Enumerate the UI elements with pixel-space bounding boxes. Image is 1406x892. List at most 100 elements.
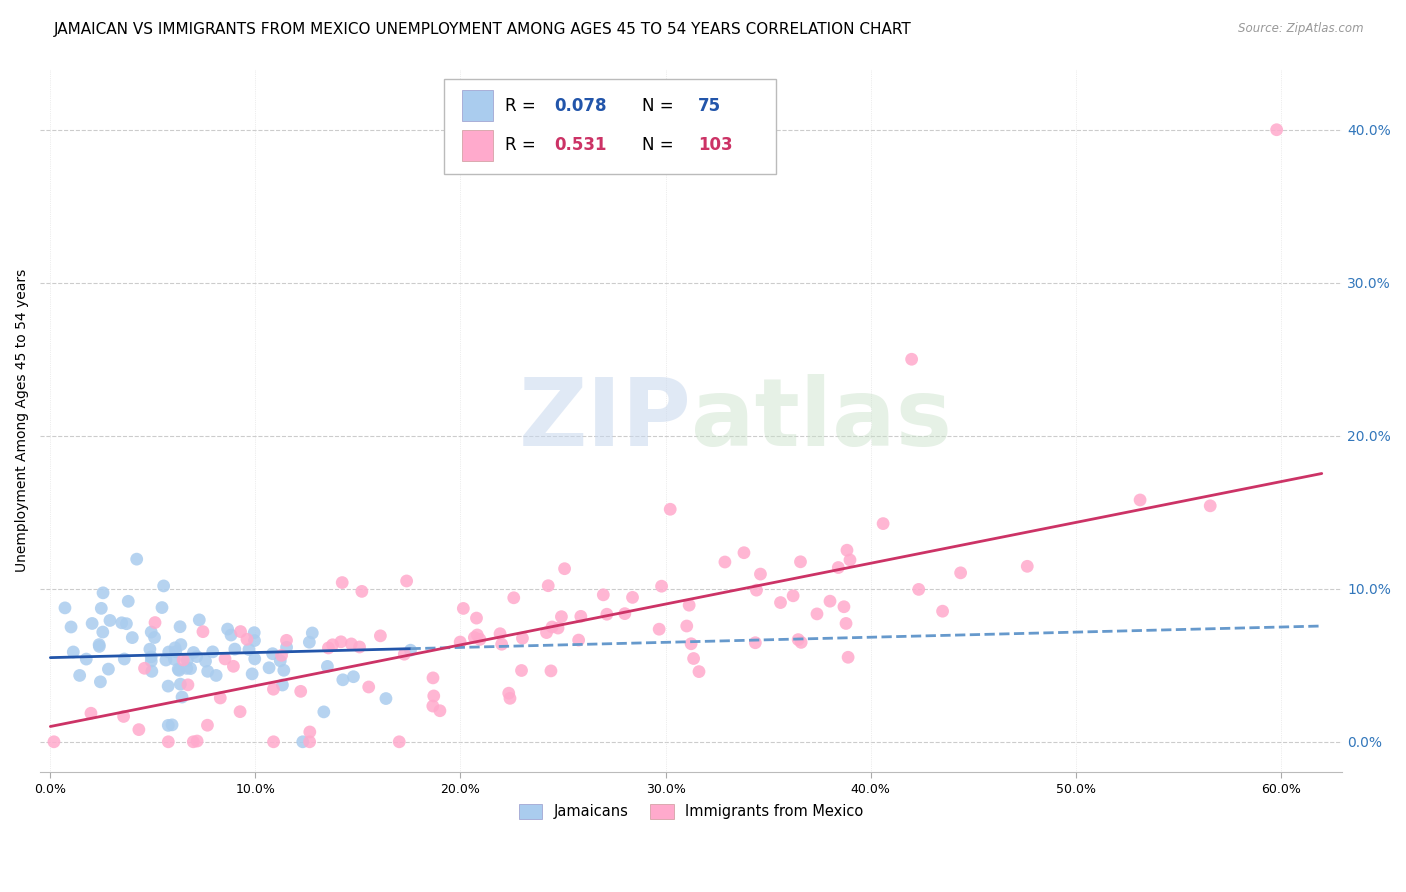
Point bbox=[491, 637, 513, 651]
Point bbox=[172, 653, 194, 667]
Point bbox=[121, 631, 143, 645]
Point bbox=[429, 704, 451, 718]
Point bbox=[229, 705, 252, 719]
Point bbox=[547, 621, 569, 635]
Point bbox=[499, 691, 522, 706]
Point bbox=[80, 706, 103, 721]
Point bbox=[782, 589, 804, 603]
Point bbox=[263, 735, 285, 749]
Point bbox=[167, 663, 190, 677]
Legend: Jamaicans, Immigrants from Mexico: Jamaicans, Immigrants from Mexico bbox=[513, 797, 869, 825]
Point bbox=[907, 582, 929, 597]
Point bbox=[169, 677, 191, 691]
Point bbox=[82, 616, 104, 631]
Point bbox=[370, 629, 392, 643]
Point bbox=[214, 652, 236, 666]
Point bbox=[349, 640, 371, 654]
Point bbox=[332, 673, 354, 687]
Point bbox=[536, 625, 558, 640]
Y-axis label: Unemployment Among Ages 45 to 54 years: Unemployment Among Ages 45 to 54 years bbox=[15, 268, 30, 572]
Point bbox=[188, 613, 211, 627]
Point bbox=[224, 642, 246, 657]
Point bbox=[197, 665, 219, 679]
Point bbox=[91, 625, 114, 640]
Point bbox=[238, 642, 260, 657]
Point bbox=[262, 647, 284, 661]
Point bbox=[177, 678, 200, 692]
Point bbox=[205, 668, 228, 682]
Point bbox=[186, 734, 208, 748]
Point bbox=[1265, 122, 1288, 136]
Point bbox=[787, 632, 810, 647]
Point bbox=[243, 625, 266, 640]
Point bbox=[89, 638, 111, 652]
Point bbox=[89, 640, 111, 654]
Point bbox=[569, 609, 592, 624]
Point bbox=[290, 684, 312, 698]
Point bbox=[789, 555, 811, 569]
Point bbox=[745, 583, 768, 598]
Point bbox=[262, 682, 284, 697]
Point bbox=[155, 653, 177, 667]
Point bbox=[394, 647, 416, 661]
Point bbox=[53, 600, 76, 615]
Point bbox=[160, 718, 183, 732]
Point bbox=[322, 638, 344, 652]
Point bbox=[219, 628, 242, 642]
Point bbox=[89, 674, 111, 689]
Point bbox=[769, 596, 792, 610]
Point bbox=[271, 678, 294, 692]
Point bbox=[318, 640, 340, 655]
Point bbox=[150, 600, 173, 615]
Point bbox=[818, 594, 841, 608]
Point bbox=[682, 651, 704, 665]
Point bbox=[931, 604, 953, 618]
Point bbox=[91, 586, 114, 600]
Point bbox=[330, 635, 353, 649]
Point bbox=[342, 670, 364, 684]
Text: R =: R = bbox=[505, 96, 541, 115]
Point bbox=[141, 665, 163, 679]
Point bbox=[468, 632, 491, 647]
Point bbox=[1129, 493, 1152, 508]
Point bbox=[170, 690, 193, 704]
Point bbox=[422, 699, 444, 714]
Point bbox=[269, 654, 291, 668]
Point bbox=[217, 622, 239, 636]
Point bbox=[537, 579, 560, 593]
Point bbox=[835, 543, 858, 558]
Point bbox=[806, 607, 828, 621]
Point bbox=[42, 735, 65, 749]
Point bbox=[243, 633, 266, 648]
Point bbox=[194, 654, 217, 668]
Point bbox=[688, 665, 710, 679]
Point bbox=[510, 664, 533, 678]
Point bbox=[659, 502, 682, 516]
Point bbox=[191, 624, 214, 639]
Point bbox=[835, 616, 858, 631]
Point bbox=[183, 646, 205, 660]
Point bbox=[170, 638, 193, 652]
Point bbox=[141, 625, 163, 640]
Point bbox=[872, 516, 894, 531]
FancyBboxPatch shape bbox=[444, 79, 776, 174]
Point bbox=[229, 624, 252, 639]
Point bbox=[678, 598, 700, 612]
Point bbox=[388, 735, 411, 749]
FancyBboxPatch shape bbox=[463, 129, 494, 161]
Text: ZIP: ZIP bbox=[519, 375, 692, 467]
Point bbox=[749, 567, 772, 582]
Point bbox=[1199, 499, 1222, 513]
Point bbox=[596, 607, 619, 622]
Point bbox=[163, 652, 186, 666]
Point bbox=[157, 645, 180, 659]
Point bbox=[169, 620, 191, 634]
Point bbox=[167, 662, 190, 676]
Point bbox=[222, 659, 245, 673]
Point bbox=[111, 615, 134, 630]
Point bbox=[257, 661, 280, 675]
Point bbox=[449, 635, 471, 649]
Point bbox=[540, 664, 562, 678]
Point bbox=[117, 594, 139, 608]
Point bbox=[832, 599, 855, 614]
